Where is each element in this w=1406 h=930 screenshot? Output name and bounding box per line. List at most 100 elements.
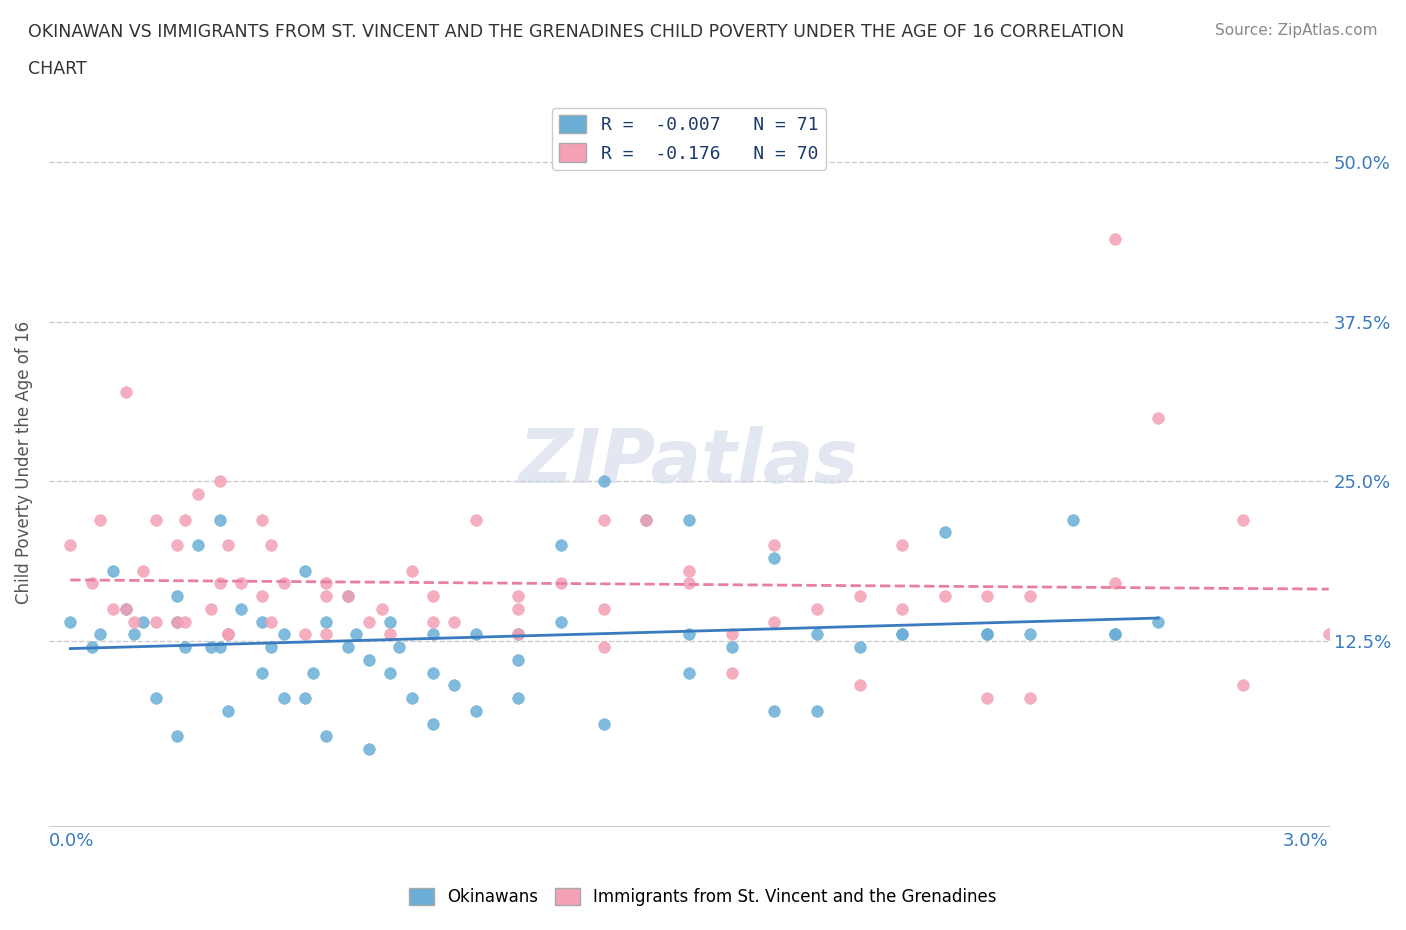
Point [114, 385, 136, 400]
Legend: Okinawans, Immigrants from St. Vincent and the Grenadines: Okinawans, Immigrants from St. Vincent a… [402, 881, 1004, 912]
Point [976, 691, 998, 706]
Point [208, 474, 231, 489]
Point [217, 627, 239, 642]
Point [217, 627, 239, 642]
Point [592, 640, 614, 655]
Point [508, 589, 530, 604]
Point [357, 614, 380, 629]
Point [1062, 512, 1084, 527]
Point [336, 589, 359, 604]
Text: 0.0%: 0.0% [49, 832, 94, 850]
Point [1147, 614, 1170, 629]
Point [187, 486, 209, 501]
Text: Source: ZipAtlas.com: Source: ZipAtlas.com [1215, 23, 1378, 38]
Point [592, 512, 614, 527]
Point [1104, 627, 1126, 642]
Point [59, 614, 82, 629]
Point [422, 665, 444, 680]
Point [401, 564, 423, 578]
Point [678, 665, 700, 680]
Point [976, 589, 998, 604]
Point [763, 614, 786, 629]
Point [166, 729, 188, 744]
Point [89, 512, 111, 527]
Point [1019, 589, 1042, 604]
Point [401, 691, 423, 706]
Point [252, 665, 274, 680]
Point [114, 602, 136, 617]
Point [1019, 691, 1042, 706]
Point [357, 741, 380, 756]
Point [273, 627, 295, 642]
Point [464, 703, 486, 718]
Point [315, 614, 337, 629]
Point [1317, 627, 1340, 642]
Point [678, 512, 700, 527]
Point [166, 589, 188, 604]
Point [217, 627, 239, 642]
Point [166, 614, 188, 629]
Text: 3.0%: 3.0% [1284, 832, 1329, 850]
Point [315, 576, 337, 591]
Point [550, 614, 572, 629]
Point [763, 538, 786, 552]
Point [344, 627, 367, 642]
Point [550, 576, 572, 591]
Point [891, 627, 914, 642]
Point [252, 512, 274, 527]
Point [315, 729, 337, 744]
Point [848, 589, 870, 604]
Point [357, 652, 380, 667]
Text: OKINAWAN VS IMMIGRANTS FROM ST. VINCENT AND THE GRENADINES CHILD POVERTY UNDER T: OKINAWAN VS IMMIGRANTS FROM ST. VINCENT … [28, 23, 1125, 41]
Point [806, 703, 828, 718]
Point [252, 589, 274, 604]
Point [80, 640, 103, 655]
Point [208, 576, 231, 591]
Point [508, 691, 530, 706]
Point [508, 627, 530, 642]
Point [636, 512, 658, 527]
Point [678, 576, 700, 591]
Point [114, 602, 136, 617]
Point [636, 512, 658, 527]
Point [166, 538, 188, 552]
Point [891, 627, 914, 642]
Point [145, 614, 167, 629]
Point [336, 589, 359, 604]
Point [422, 627, 444, 642]
Point [550, 538, 572, 552]
Point [174, 640, 197, 655]
Point [315, 627, 337, 642]
Point [678, 564, 700, 578]
Point [891, 602, 914, 617]
Point [145, 512, 167, 527]
Point [124, 614, 146, 629]
Point [508, 602, 530, 617]
Point [848, 640, 870, 655]
Point [388, 640, 411, 655]
Point [1019, 627, 1042, 642]
Point [124, 627, 146, 642]
Point [101, 564, 124, 578]
Point [592, 602, 614, 617]
Point [1232, 678, 1254, 693]
Point [1104, 232, 1126, 246]
Point [464, 512, 486, 527]
Point [252, 614, 274, 629]
Point [443, 678, 465, 693]
Point [848, 678, 870, 693]
Point [294, 564, 316, 578]
Point [1104, 576, 1126, 591]
Point [380, 614, 402, 629]
Point [806, 602, 828, 617]
Point [443, 614, 465, 629]
Point [315, 589, 337, 604]
Point [302, 665, 325, 680]
Point [720, 640, 742, 655]
Point [806, 627, 828, 642]
Text: CHART: CHART [28, 60, 87, 78]
Point [200, 602, 222, 617]
Point [166, 614, 188, 629]
Point [101, 602, 124, 617]
Point [1147, 410, 1170, 425]
